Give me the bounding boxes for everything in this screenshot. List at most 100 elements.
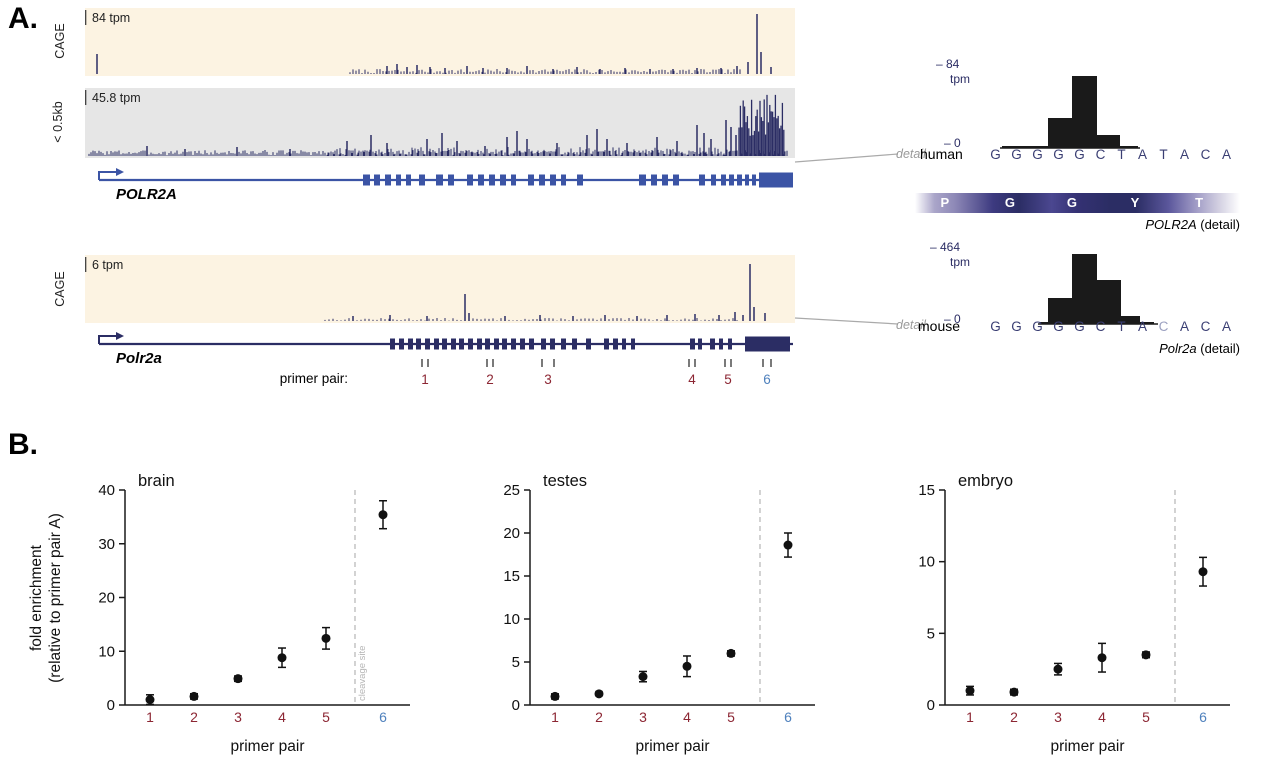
sequence-letter: C xyxy=(1095,319,1106,334)
svg-text:15: 15 xyxy=(918,482,935,499)
sequence-letter: C xyxy=(1200,319,1211,334)
svg-text:5: 5 xyxy=(724,372,732,387)
svg-text:6: 6 xyxy=(784,709,792,725)
consensus-letter: P xyxy=(940,195,950,210)
short-rna-track-human: 45.8 tpm xyxy=(85,88,795,158)
detail-connector-human xyxy=(794,153,899,163)
sequence-letter: G xyxy=(1011,147,1022,162)
svg-text:4: 4 xyxy=(278,709,286,725)
scale-zero-human: – 0 xyxy=(944,136,961,150)
sequence-letter: G xyxy=(1074,147,1085,162)
tpm-label-human-short: 45.8 tpm xyxy=(92,91,141,105)
scale-max-mouse: – 464 xyxy=(930,240,961,254)
consensus-bar: P G G Y T xyxy=(915,193,1240,213)
sequence-letter: G xyxy=(1053,319,1064,334)
chart-testes: 0 5 10 15 20 25 1 2 3 4 5 6 testes primer pair xyxy=(503,472,815,755)
chart-brain: 0 10 20 30 40 cleavage site 1 2 3 4 5 6 brain primer … xyxy=(98,472,410,755)
detail-caption-mouse: Polr2a (detail) xyxy=(1000,341,1240,356)
sequence-letter: T xyxy=(1117,319,1126,334)
scale-max-human: – 84 xyxy=(936,57,960,71)
svg-text:5: 5 xyxy=(322,709,330,725)
svg-text:3: 3 xyxy=(234,709,242,725)
svg-text:4: 4 xyxy=(688,372,696,387)
svg-text:primer pair: primer pair xyxy=(1050,738,1124,755)
svg-text:4: 4 xyxy=(1098,709,1106,725)
svg-text:primer pair: primer pair xyxy=(230,738,304,755)
species-label-mouse: mouse xyxy=(918,318,961,334)
consensus-letter: T xyxy=(1195,195,1204,210)
sequence-letter: T xyxy=(1117,147,1126,162)
svg-text:1: 1 xyxy=(966,709,974,725)
svg-text:20: 20 xyxy=(503,525,520,542)
svg-text:brain: brain xyxy=(138,472,175,490)
consensus-letter: G xyxy=(1066,195,1078,210)
y-axis-label: fold enrichment (relative to primer pair… xyxy=(27,458,67,738)
sequence-letter: G xyxy=(1011,319,1022,334)
gene-model-polr2a-mouse xyxy=(98,332,793,352)
svg-text:5: 5 xyxy=(927,625,935,642)
tpm-label-human-cage: 84 tpm xyxy=(92,11,131,25)
svg-text:6: 6 xyxy=(763,372,771,387)
sequence-letter: G xyxy=(1053,147,1064,162)
sequence-letter: C xyxy=(1200,147,1211,162)
svg-text:10: 10 xyxy=(503,611,520,628)
svg-text:1: 1 xyxy=(551,709,559,725)
svg-text:cleavage site: cleavage site xyxy=(357,646,368,701)
y-axis-label-line1: fold enrichment xyxy=(28,545,45,651)
svg-text:0: 0 xyxy=(107,697,115,714)
sequence-letter: G xyxy=(1032,319,1043,334)
caption-suffix-mouse: (detail) xyxy=(1196,341,1240,356)
svg-text:10: 10 xyxy=(918,554,935,571)
y-axis-label-line2: (relative to primer pair A) xyxy=(47,513,64,683)
cage-track-human-svg xyxy=(85,10,772,74)
scale-unit-mouse: tpm xyxy=(950,255,971,269)
tpm-label-mouse-cage: 6 tpm xyxy=(92,258,124,272)
svg-text:primer pair: primer pair xyxy=(635,738,709,755)
gene-model-polr2a xyxy=(98,168,793,188)
chart-embryo: 0 5 10 15 1 2 3 4 5 6 embryo primer pair xyxy=(918,472,1230,755)
svg-text:20: 20 xyxy=(98,590,115,607)
detail-connector-mouse xyxy=(794,317,899,325)
sequence-letter: G xyxy=(990,147,1001,162)
svg-text:1: 1 xyxy=(146,709,154,725)
sequence-letter: A xyxy=(1137,319,1147,334)
svg-text:2: 2 xyxy=(595,709,603,725)
svg-text:3: 3 xyxy=(544,372,552,387)
detail-caption-human: POLR2A (detail) xyxy=(1000,217,1240,232)
caption-suffix-human: (detail) xyxy=(1196,217,1240,232)
consensus-letter: G xyxy=(1004,195,1015,210)
svg-text:0: 0 xyxy=(927,697,935,714)
scale-unit-human: tpm xyxy=(950,72,971,86)
sequence-letter: C xyxy=(1095,147,1106,162)
svg-text:0: 0 xyxy=(512,697,520,714)
short-rna-track-human-svg xyxy=(85,90,788,156)
svg-text:5: 5 xyxy=(1142,709,1150,725)
primer-pair-ticks: 1 2 3 4 5 6 xyxy=(421,359,772,387)
gene-name-polr2a-mouse: Polr2a xyxy=(116,350,162,367)
svg-text:embryo: embryo xyxy=(958,472,1013,490)
primer-pair-label: primer pair: xyxy=(279,371,348,386)
sequence-letter: T xyxy=(1159,147,1168,162)
svg-text:30: 30 xyxy=(98,536,115,553)
sequence-letter: A xyxy=(1179,319,1189,334)
species-label-human: human xyxy=(920,146,963,162)
panel-b-label: B. xyxy=(8,428,38,461)
sequence-letter: G xyxy=(1032,147,1043,162)
svg-text:3: 3 xyxy=(1054,709,1062,725)
sequence-letter: A xyxy=(1137,147,1147,162)
caption-gene-human: POLR2A xyxy=(1145,217,1197,232)
scale-zero-mouse: – 0 xyxy=(944,312,961,326)
svg-text:40: 40 xyxy=(98,482,115,499)
svg-text:1: 1 xyxy=(421,372,429,387)
svg-text:25: 25 xyxy=(503,482,520,499)
svg-text:2: 2 xyxy=(486,372,494,387)
sequence-letter: A xyxy=(1179,147,1189,162)
svg-text:2: 2 xyxy=(1010,709,1018,725)
svg-text:5: 5 xyxy=(727,709,735,725)
svg-text:3: 3 xyxy=(639,709,647,725)
caption-gene-mouse: Polr2a xyxy=(1159,341,1197,356)
cage-track-human: 84 tpm xyxy=(85,8,795,76)
